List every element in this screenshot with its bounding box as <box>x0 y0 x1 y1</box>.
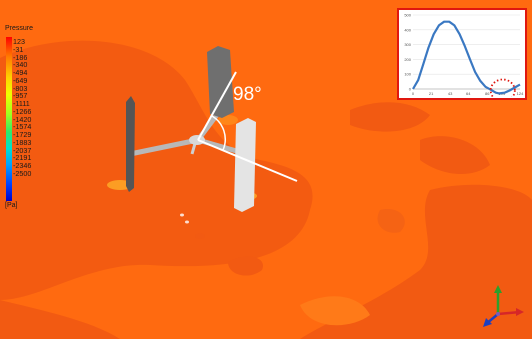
pressure-region <box>228 256 263 276</box>
legend-title: Pressure <box>5 25 34 32</box>
inset-x-tick-label: 86 <box>485 91 490 96</box>
legend-tick: -1883 <box>13 137 32 147</box>
angle-label: 98° <box>233 84 262 105</box>
inset-series-line <box>412 20 521 95</box>
turbine-blade <box>234 118 256 212</box>
pressure-region <box>350 102 430 132</box>
debris-mark <box>185 220 189 224</box>
legend-tick: -340 <box>13 60 28 70</box>
inset-y-tick-label: 0 <box>409 87 412 92</box>
legend-tick: -1420 <box>13 114 32 124</box>
legend-tick: -803 <box>13 83 28 93</box>
debris-mark <box>180 213 184 217</box>
legend-tick: -957 <box>13 91 28 101</box>
pressure-region <box>0 40 313 301</box>
inset-x-tick-label: 43 <box>448 91 453 96</box>
turbine-model <box>126 46 298 224</box>
angle-arc <box>211 115 226 151</box>
inset-highlight-circle <box>489 78 516 103</box>
pressure-region <box>300 296 370 326</box>
legend-tick: -2191 <box>13 153 32 163</box>
pressure-region <box>377 209 405 233</box>
legend-tick: -649 <box>13 75 28 85</box>
legend-tick: -2500 <box>13 168 32 178</box>
pressure-region <box>300 184 532 339</box>
inset-x-tick-label: 21 <box>429 91 434 96</box>
pressure-region <box>0 300 120 339</box>
legend-tick: -2346 <box>13 161 32 170</box>
inset-y-tick-label: 200 <box>404 57 411 62</box>
legend-colorbar <box>6 37 12 201</box>
pressure-region <box>195 233 205 239</box>
inset-y-tick-label: 300 <box>404 42 411 47</box>
legend-tick: -1111 <box>13 99 30 108</box>
legend-ticks: 123 -31 -186 -340 -494 -649 -803 -957 -1… <box>13 38 43 178</box>
angle-ray <box>197 71 237 141</box>
legend-tick: -1574 <box>13 122 32 132</box>
pressure-region <box>420 136 490 175</box>
angle-ray <box>197 139 298 182</box>
legend-unit: [Pa] <box>5 202 18 209</box>
inset-x-tick-label: 64 <box>466 91 471 96</box>
inset-x-tick-label: 0 <box>412 91 415 96</box>
legend-tick: 123 <box>13 37 25 46</box>
legend-tick: -2037 <box>13 145 32 155</box>
inset-y-tick-label: 400 <box>404 27 411 32</box>
pressure-legend: Pressure 123 -31 -186 -340 -494 -649 -80… <box>5 25 45 210</box>
legend-tick: -186 <box>13 52 28 62</box>
legend-tick: -31 <box>13 44 24 54</box>
legend-tick: -1266 <box>13 106 32 116</box>
inset-chart: 0 100 200 300 400 500 0 21 43 64 86 103 124 <box>397 8 527 103</box>
legend-tick: -494 <box>13 68 28 77</box>
turbine-blade <box>126 96 135 192</box>
axis-triad-icon[interactable] <box>480 284 528 332</box>
legend-tick: -1729 <box>13 130 32 139</box>
inset-y-tick-label: 500 <box>404 13 411 18</box>
turbine-hub <box>189 135 205 145</box>
turbine-blade <box>207 46 234 118</box>
inset-y-tick-label: 100 <box>404 72 411 77</box>
inset-x-tick-label: 124 <box>517 91 524 96</box>
turbine-arm <box>129 137 199 157</box>
